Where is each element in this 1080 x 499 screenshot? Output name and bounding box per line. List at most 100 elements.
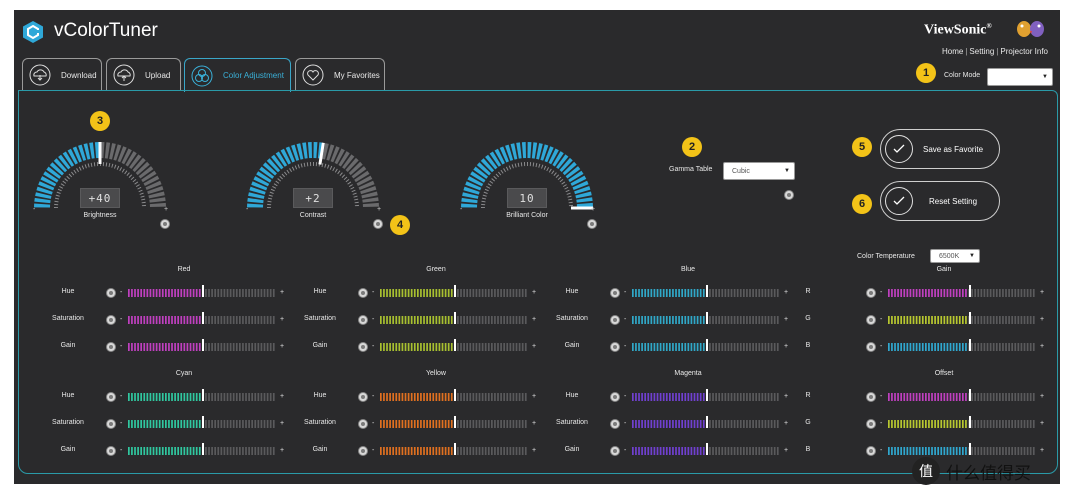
slider-thumb[interactable] <box>202 389 204 401</box>
slider-thumb[interactable] <box>454 285 456 297</box>
brightness-gauge[interactable] <box>28 130 172 220</box>
slider-reset-button[interactable] <box>866 342 876 352</box>
slider-track <box>632 316 779 324</box>
slider-thumb[interactable] <box>202 416 204 428</box>
slider-red-saturation[interactable]: - + <box>120 312 286 326</box>
slider-thumb[interactable] <box>706 389 708 401</box>
slider-offset-g[interactable]: - + <box>880 416 1046 430</box>
slider-cyan-saturation[interactable]: - + <box>120 416 286 430</box>
slider-reset-button[interactable] <box>106 419 116 429</box>
slider-magenta-hue[interactable]: - + <box>624 389 790 403</box>
slider-gain-g[interactable]: - + <box>880 312 1046 326</box>
slider-reset-button[interactable] <box>610 288 620 298</box>
brilliant-color-label: Brilliant Color <box>506 212 548 219</box>
slider-thumb[interactable] <box>202 312 204 324</box>
slider-reset-button[interactable] <box>358 315 368 325</box>
gauge-inner-ticks <box>481 162 573 209</box>
slider-thumb[interactable] <box>202 285 204 297</box>
slider-blue-hue[interactable]: - + <box>624 285 790 299</box>
slider-thumb[interactable] <box>454 416 456 428</box>
slider-thumb[interactable] <box>969 312 972 324</box>
slider-reset-button[interactable] <box>610 392 620 402</box>
slider-blue-gain[interactable]: - + <box>624 339 790 353</box>
slider-thumb[interactable] <box>969 389 972 401</box>
slider-yellow-saturation[interactable]: - + <box>372 416 538 430</box>
reset-setting-button[interactable]: Reset Setting <box>880 181 1000 221</box>
gauge-segment <box>40 176 57 187</box>
color-mode-select[interactable]: ▼ <box>987 68 1053 86</box>
contrast-gauge[interactable] <box>241 130 385 220</box>
slider-thumb[interactable] <box>454 339 456 351</box>
slider-red-gain[interactable]: - + <box>120 339 286 353</box>
slider-reset-button[interactable] <box>866 419 876 429</box>
slider-offset-r[interactable]: - + <box>880 389 1046 403</box>
slider-thumb[interactable] <box>969 443 972 455</box>
tab-upload[interactable]: Upload <box>106 58 181 91</box>
slider-thumb[interactable] <box>202 339 204 351</box>
setting-link[interactable]: Setting <box>969 47 995 56</box>
gamma-table-select[interactable]: Cubic ▼ <box>723 162 795 180</box>
slider-reset-button[interactable] <box>610 419 620 429</box>
slider-gain-r[interactable]: - + <box>880 285 1046 299</box>
save-as-favorite-button[interactable]: Save as Favorite <box>880 129 1000 169</box>
brightness-label: Brightness <box>83 212 117 219</box>
slider-thumb[interactable] <box>454 443 456 455</box>
contrast-reset-button[interactable] <box>373 219 383 229</box>
slider-green-saturation[interactable]: - + <box>372 312 538 326</box>
slider-reset-button[interactable] <box>358 446 368 456</box>
slider-reset-button[interactable] <box>358 288 368 298</box>
slider-thumb[interactable] <box>969 285 972 297</box>
slider-green-gain[interactable]: - + <box>372 339 538 353</box>
slider-reset-button[interactable] <box>866 288 876 298</box>
slider-reset-button[interactable] <box>866 392 876 402</box>
slider-cyan-hue[interactable]: - + <box>120 389 286 403</box>
slider-thumb[interactable] <box>202 443 204 455</box>
slider-reset-button[interactable] <box>610 342 620 352</box>
slider-gain-b[interactable]: - + <box>880 339 1046 353</box>
slider-reset-button[interactable] <box>610 315 620 325</box>
slider-magenta-gain[interactable]: - + <box>624 443 790 457</box>
slider-thumb[interactable] <box>706 443 708 455</box>
slider-thumb[interactable] <box>969 416 972 428</box>
slider-reset-button[interactable] <box>610 446 620 456</box>
brightness-reset-button[interactable] <box>160 219 170 229</box>
slider-reset-button[interactable] <box>358 419 368 429</box>
tab-color-adjustment[interactable]: Color Adjustment <box>184 58 291 92</box>
slider-yellow-hue[interactable]: - + <box>372 389 538 403</box>
brilliant-color-gauge[interactable] <box>455 130 599 220</box>
slider-thumb[interactable] <box>969 339 972 351</box>
slider-thumb[interactable] <box>706 285 708 297</box>
slider-reset-button[interactable] <box>358 392 368 402</box>
slider-blue-saturation[interactable]: - + <box>624 312 790 326</box>
slider-cyan-gain[interactable]: - + <box>120 443 286 457</box>
slider-thumb[interactable] <box>454 389 456 401</box>
gauge-segment <box>253 176 270 187</box>
slider-thumb[interactable] <box>706 416 708 428</box>
slider-magenta-saturation[interactable]: - + <box>624 416 790 430</box>
gamma-reset-button[interactable] <box>784 190 794 200</box>
tab-my-favorites[interactable]: My Favorites <box>295 58 385 91</box>
slider-thumb[interactable] <box>706 312 708 324</box>
slider-reset-button[interactable] <box>866 446 876 456</box>
slider-thumb[interactable] <box>454 312 456 324</box>
slider-thumb[interactable] <box>706 339 708 351</box>
slider-reset-button[interactable] <box>106 342 116 352</box>
slider-reset-button[interactable] <box>106 392 116 402</box>
slider-red-hue[interactable]: - + <box>120 285 286 299</box>
home-link[interactable]: Home <box>942 47 964 56</box>
slider-reset-button[interactable] <box>106 288 116 298</box>
slider-reset-button[interactable] <box>106 446 116 456</box>
color-temperature-select[interactable]: 6500K ▼ <box>930 249 980 263</box>
tab-download[interactable]: Download <box>22 58 102 91</box>
slider-offset-b[interactable]: - + <box>880 443 1046 457</box>
brilliant-color-reset-button[interactable] <box>587 219 597 229</box>
slider-track <box>380 343 527 351</box>
slider-reset-button[interactable] <box>106 315 116 325</box>
slider-yellow-gain[interactable]: - + <box>372 443 538 457</box>
slider-green-hue[interactable]: - + <box>372 285 538 299</box>
projector-info-link[interactable]: Projector Info <box>1000 47 1048 56</box>
slider-reset-button[interactable] <box>358 342 368 352</box>
slider-reset-button[interactable] <box>866 315 876 325</box>
gauge-segment <box>345 157 359 172</box>
gamma-table-label: Gamma Table <box>669 166 713 173</box>
